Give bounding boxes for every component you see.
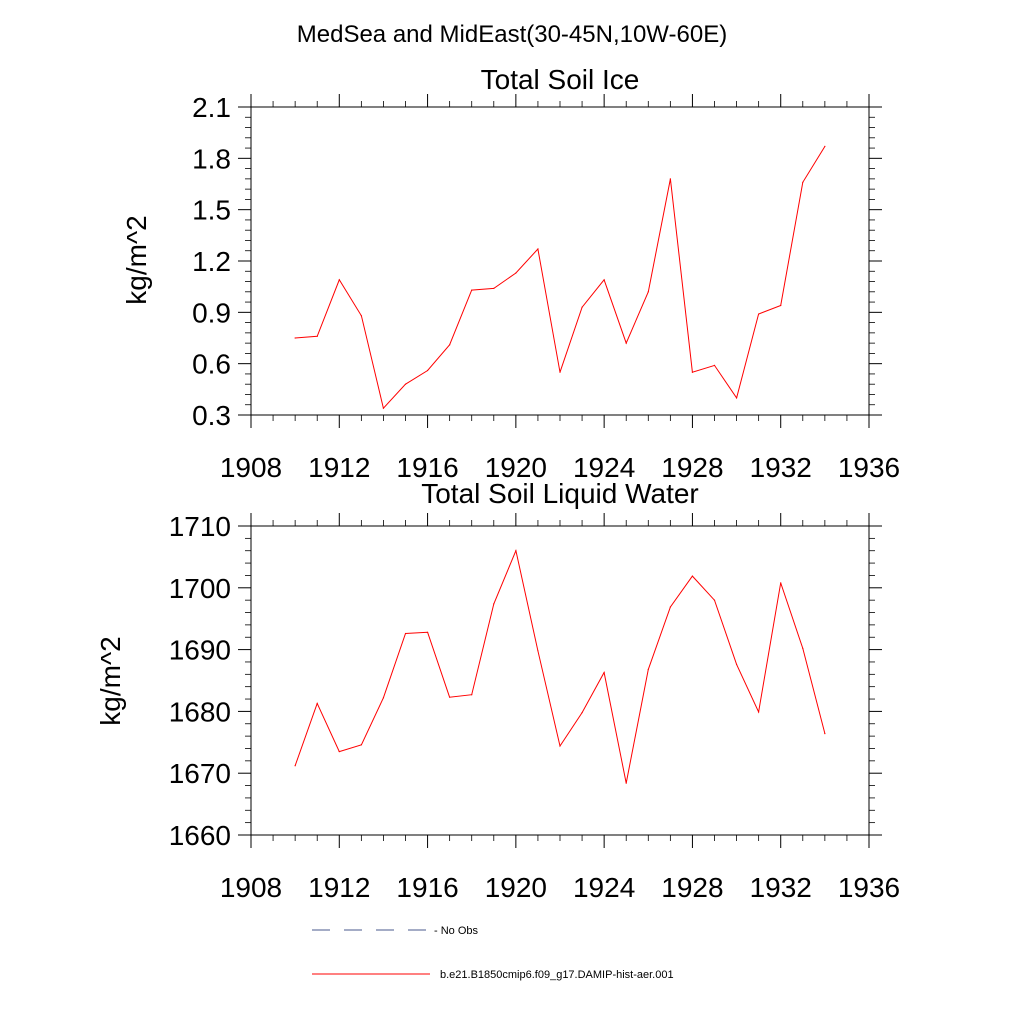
data-point (691, 575, 694, 577)
data-point (316, 335, 318, 337)
plot-frame (250, 106, 870, 416)
data-point (338, 279, 340, 281)
data-point (758, 711, 760, 713)
x-tick-label: 1924 (573, 872, 635, 903)
data-point (691, 371, 694, 373)
data-point (669, 178, 671, 180)
data-point (294, 337, 296, 339)
x-tick-label: 1920 (485, 872, 547, 903)
data-point (603, 671, 605, 674)
data-point (603, 279, 605, 281)
y-axis-label: kg/m^2 (121, 215, 152, 304)
y-tick-label: 0.3 (192, 400, 231, 431)
data-point (647, 291, 649, 293)
x-tick-label: 1916 (396, 872, 458, 903)
x-tick-label: 1928 (661, 872, 723, 903)
data-point (404, 383, 407, 385)
y-tick-label: 0.9 (192, 297, 231, 328)
data-point (404, 632, 407, 635)
data-point (780, 304, 782, 307)
data-point (647, 668, 649, 670)
data-point (581, 306, 583, 308)
y-tick-label: 1.2 (192, 246, 231, 277)
data-point (360, 315, 362, 317)
panel-total-soil-ice: Total Soil Ice kg/m^2 1908 1912 1916 1920 19… (121, 64, 900, 483)
data-point (802, 181, 804, 183)
x-tick-label: 1932 (750, 872, 812, 903)
data-point (382, 697, 385, 699)
y-tick-label: 1660 (169, 820, 231, 851)
data-point (426, 369, 429, 372)
data-point (537, 650, 539, 652)
legend-no-obs-label: - No Obs (434, 925, 479, 937)
y-tick-label: 2.1 (192, 92, 231, 123)
plot-frame (250, 525, 870, 836)
x-tick-label: 1912 (308, 872, 370, 903)
legend: - No Obs b.e21.B1850cmip6.f09_g17.DAMIP-… (312, 925, 674, 981)
data-point (449, 344, 451, 346)
x-tick-label: 1920 (485, 452, 547, 483)
data-point (537, 248, 539, 250)
y-axis-label: kg/m^2 (95, 636, 126, 725)
y-tick-label: 1.8 (192, 143, 231, 174)
data-point (625, 342, 627, 344)
data-point (735, 663, 738, 666)
x-tick-label: 1912 (308, 452, 370, 483)
legend-series-label: b.e21.B1850cmip6.f09_g17.DAMIP-hist-aer.… (440, 969, 674, 981)
data-point (758, 313, 760, 315)
series-line (295, 146, 826, 410)
data-point (471, 694, 473, 696)
x-tick-label: 1928 (661, 452, 723, 483)
x-tick-label: 1932 (750, 452, 812, 483)
data-point (735, 397, 738, 399)
data-point (294, 765, 296, 767)
data-point (802, 647, 804, 649)
data-point (493, 287, 495, 289)
data-point (338, 750, 340, 753)
data-point (515, 272, 517, 274)
x-tick-label: 1936 (838, 872, 900, 903)
data-point (713, 364, 716, 366)
data-point (426, 631, 429, 633)
y-tick-label: 1680 (169, 696, 231, 727)
x-tick-label: 1908 (220, 452, 282, 483)
data-point (559, 745, 561, 747)
panel-title: Total Soil Liquid Water (421, 478, 699, 509)
panel-total-soil-liquid-water: Total Soil Liquid Water kg/m^2 1908 1912 1… (95, 478, 900, 903)
figure-suptitle: MedSea and MidEast(30-45N,10W-60E) (297, 21, 727, 48)
series-line (294, 549, 826, 784)
y-tick-label: 1710 (169, 511, 231, 542)
data-point (824, 733, 826, 735)
data-point (669, 606, 671, 608)
data-point (316, 702, 318, 704)
data-point (824, 145, 826, 147)
x-tick-label: 1908 (220, 872, 282, 903)
x-tick-label: 1936 (838, 452, 900, 483)
data-point (493, 603, 495, 605)
data-point (449, 696, 451, 698)
y-tick-label: 1700 (169, 573, 231, 604)
x-tick-label: 1924 (573, 452, 635, 483)
x-tick-label: 1916 (396, 452, 458, 483)
data-point (382, 407, 385, 409)
data-point (625, 782, 627, 784)
data-point (515, 550, 517, 552)
y-tick-label: 0.6 (192, 349, 231, 380)
data-point (471, 289, 473, 291)
data-point (713, 599, 716, 601)
data-point (559, 371, 561, 373)
data-point (581, 712, 583, 714)
panel-title: Total Soil Ice (481, 64, 640, 95)
data-point (360, 744, 362, 746)
y-tick-label: 1.5 (192, 195, 231, 226)
data-point (780, 582, 782, 584)
y-tick-label: 1670 (169, 758, 231, 789)
y-tick-label: 1690 (169, 635, 231, 666)
